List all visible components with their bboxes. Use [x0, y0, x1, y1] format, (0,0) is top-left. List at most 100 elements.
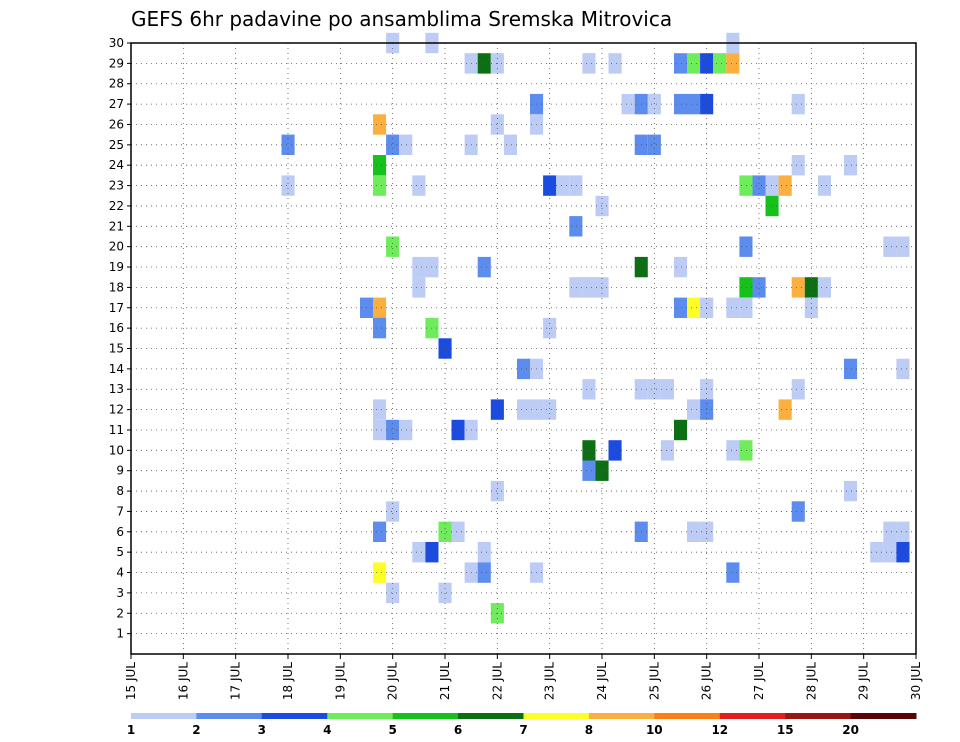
precip-cell: [778, 399, 792, 420]
y-tick-label: 13: [109, 382, 124, 396]
precip-cell: [281, 134, 295, 155]
y-tick-label: 29: [109, 56, 124, 70]
x-tick-label: 18 JUL: [281, 662, 295, 700]
precip-cell: [791, 277, 805, 298]
precip-cell: [844, 480, 858, 502]
colorbar-label: 15: [777, 723, 794, 737]
y-tick-label: 5: [116, 545, 124, 559]
precip-cell: [477, 256, 491, 278]
precip-cell: [399, 134, 413, 155]
y-tick-label: 10: [109, 443, 124, 457]
precip-cell: [817, 175, 831, 196]
precip-cell: [543, 175, 557, 196]
x-tick-label: 25 JUL: [647, 662, 661, 700]
precip-cell: [569, 277, 583, 298]
precip-cell: [765, 175, 779, 196]
precip-cell: [687, 399, 701, 420]
x-tick-label: 21 JUL: [438, 662, 452, 700]
precip-cell: [386, 582, 400, 604]
x-tick-label: 28 JUL: [804, 662, 818, 700]
precip-cell: [386, 419, 400, 441]
y-tick-label: 3: [116, 586, 124, 600]
colorbar: 1 2 3 4 5 6 7 8 10 12 15 20: [127, 713, 917, 737]
precip-cell: [490, 480, 504, 502]
precip-cell: [765, 195, 779, 217]
y-tick-label: 9: [116, 464, 124, 478]
grid-lines: [130, 42, 917, 654]
precip-cell: [517, 399, 531, 420]
y-tick-label: 11: [109, 423, 124, 437]
precip-cell: [582, 440, 596, 461]
precip-cell: [451, 521, 465, 542]
precip-cell: [582, 460, 596, 481]
precip-cell: [373, 317, 387, 339]
y-tick-label: 21: [109, 219, 124, 233]
x-axis: 15 JUL 16 JUL 17 JUL 18 JUL 19 JUL 20 JUL 21 J…: [124, 654, 923, 700]
precip-cell: [647, 93, 661, 115]
colorbar-label: 12: [711, 723, 728, 737]
x-tick-label: 24 JUL: [595, 662, 609, 700]
y-tick-label: 2: [116, 606, 124, 620]
precip-cell: [373, 175, 387, 196]
precipitation-cells: [281, 32, 910, 624]
y-tick-label: 22: [109, 199, 124, 213]
precip-cell: [373, 399, 387, 420]
precip-cell: [595, 195, 609, 217]
colorbar-swatch: [392, 713, 459, 719]
plot-frame: [130, 42, 917, 655]
precip-cell: [477, 542, 491, 563]
colorbar-swatch: [850, 713, 917, 719]
precip-cell: [386, 236, 400, 257]
precip-cell: [739, 297, 753, 318]
colorbar-swatch: [458, 713, 524, 719]
y-tick-label: 8: [116, 484, 124, 498]
y-tick-label: 1: [116, 627, 124, 641]
y-tick-label: 27: [109, 97, 124, 111]
precip-cell: [791, 379, 805, 400]
precip-cell: [739, 236, 753, 257]
precip-cell: [438, 521, 452, 542]
precip-cell: [687, 93, 701, 115]
precip-cell: [373, 297, 387, 318]
precip-cell: [608, 53, 622, 74]
precip-cell: [896, 521, 910, 542]
y-tick-label: 25: [109, 138, 124, 152]
precip-cell: [490, 114, 504, 135]
precip-cell: [281, 175, 295, 196]
precip-cell: [582, 277, 596, 298]
y-tick-label: 12: [109, 403, 124, 417]
precip-cell: [373, 562, 387, 583]
colorbar-label: 7: [519, 723, 527, 737]
precip-cell: [896, 542, 910, 563]
x-tick-label: 30 JUL: [909, 662, 923, 700]
precip-cell: [569, 175, 583, 196]
precip-cell: [778, 175, 792, 196]
precip-cell: [582, 53, 596, 74]
colorbar-label: 10: [646, 723, 663, 737]
precip-cell: [451, 419, 465, 441]
precip-cell: [791, 93, 805, 115]
y-tick-label: 16: [109, 321, 124, 335]
precip-cell: [373, 521, 387, 542]
precip-cell: [739, 277, 753, 298]
precip-cell: [896, 236, 910, 257]
precip-cell: [726, 562, 740, 583]
precip-cell: [373, 419, 387, 441]
precip-cell: [543, 399, 557, 420]
colorbar-label: 5: [389, 723, 397, 737]
colorbar-label: 20: [842, 723, 859, 737]
precip-cell: [412, 256, 426, 278]
y-tick-label: 7: [116, 504, 124, 518]
x-tick-label: 23 JUL: [543, 662, 557, 700]
y-tick-label: 24: [109, 158, 124, 172]
precip-cell: [373, 114, 387, 135]
colorbar-swatch: [261, 713, 328, 719]
x-tick-label: 20 JUL: [386, 662, 400, 700]
precip-cell: [503, 134, 517, 155]
colorbar-swatch: [719, 713, 786, 719]
x-tick-label: 29 JUL: [857, 662, 871, 700]
y-tick-label: 23: [109, 179, 124, 193]
y-tick-label: 14: [109, 362, 124, 376]
precip-cell: [883, 236, 897, 257]
precip-cell: [477, 562, 491, 583]
